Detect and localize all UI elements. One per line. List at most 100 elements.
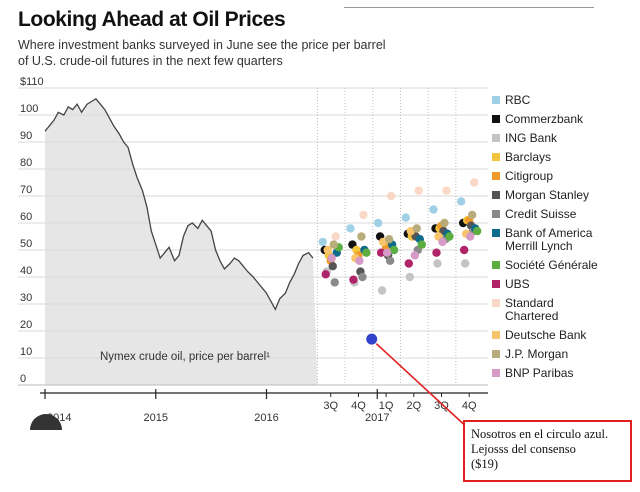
y-tick-label-80: 80 — [20, 157, 32, 169]
legend-item: J.P. Morgan — [492, 348, 637, 361]
y-tick-label-20: 20 — [20, 319, 32, 331]
forecast-dot-9-4 — [432, 248, 441, 257]
forecast-dot-13-5 — [465, 232, 475, 241]
legend-label: Bank of America Merrill Lynch — [505, 226, 593, 253]
legend-label: RBC — [505, 93, 531, 107]
legend-item: UBS — [492, 278, 637, 291]
annotation-line-2: Lejosss del consenso — [471, 442, 576, 456]
annotation-box: Nosotros en el circulo azul. Lejosss del… — [463, 420, 632, 482]
forecast-dot-6-2 — [385, 256, 395, 265]
annotation-connector — [375, 342, 471, 431]
forecast-dot-0-3 — [401, 213, 410, 222]
forecast-dot-12-2 — [384, 235, 394, 244]
forecast-dot-8-1 — [362, 248, 371, 257]
legend-swatch — [492, 191, 500, 199]
forecast-dot-13-2 — [382, 248, 392, 257]
forecast-dot-8-2 — [389, 245, 399, 255]
legend-label: BNP Paribas — [505, 366, 574, 380]
corner-badge — [30, 414, 62, 430]
forecast-dot-0-1 — [346, 224, 355, 233]
legend-swatch — [492, 172, 500, 180]
forecast-dot-13-3 — [410, 251, 419, 260]
forecast-dot-12-0 — [329, 240, 338, 249]
legend-swatch — [492, 369, 500, 377]
forecast-dot-2-5 — [460, 259, 470, 268]
x-year-label-2016: 2016 — [254, 412, 278, 424]
legend-item: Commerzbank — [492, 113, 637, 126]
history-label: Nymex crude oil, price per barrel¹ — [100, 351, 270, 363]
history-area — [45, 98, 318, 386]
x-quarter-label-0: 3Q — [323, 400, 338, 412]
legend-label: J.P. Morgan — [505, 347, 569, 361]
legend-swatch — [492, 229, 500, 237]
legend-item: Standard Chartered — [492, 297, 637, 323]
legend-item: Morgan Stanley — [492, 189, 637, 202]
forecast-dot-10-3 — [414, 186, 423, 195]
annotation-line-1: Nosotros en el circulo azul. — [471, 427, 609, 441]
forecast-dot-10-5 — [469, 178, 479, 187]
legend-label: Standard Chartered — [505, 296, 559, 323]
legend-label: Citigroup — [505, 169, 554, 183]
legend-label: ING Bank — [505, 131, 558, 145]
forecast-dot-6-0 — [330, 278, 339, 287]
forecast-dot-9-0 — [321, 270, 330, 279]
y-tick-label-90: 90 — [20, 130, 32, 142]
forecast-dot-9-1 — [349, 275, 358, 284]
forecast-dot-9-3 — [404, 259, 413, 268]
forecast-dot-8-3 — [417, 240, 426, 249]
forecast-dot-12-4 — [440, 218, 449, 228]
y-tick-label-60: 60 — [20, 211, 32, 223]
forecast-dot-2-2 — [377, 286, 387, 295]
legend-item: Credit Suisse — [492, 208, 637, 221]
legend-label: Morgan Stanley — [505, 188, 590, 202]
forecast-dot-0-5 — [456, 197, 466, 206]
legend-item: Barclays — [492, 151, 637, 164]
y-tick-label-30: 30 — [20, 292, 32, 304]
legend-label: Société Générale — [505, 258, 598, 272]
legend-swatch — [492, 153, 500, 161]
history-line — [44, 97, 314, 311]
forecast-dot-0-0 — [318, 237, 327, 247]
legend-swatch — [492, 134, 500, 142]
legend-swatch — [492, 299, 500, 307]
forecast-dot-6-1 — [358, 272, 367, 282]
legend-swatch — [492, 261, 500, 269]
forecast-dot-11-0 — [323, 245, 332, 255]
forecast-dot-12-3 — [412, 224, 421, 233]
x-quarter-label-5: 4Q — [462, 400, 477, 412]
legend-label: UBS — [505, 277, 530, 291]
chart-legend: RBC Commerzbank ING Bank Barclays Citigroup M… — [492, 94, 637, 386]
legend-item: ING Bank — [492, 132, 637, 145]
y-tick-label-10: 10 — [20, 346, 32, 358]
legend-swatch — [492, 280, 500, 288]
x-quarter-label-3: 2Q — [406, 400, 421, 412]
x-quarter-label-1: 4Q — [351, 400, 366, 412]
legend-swatch — [492, 350, 500, 358]
forecast-dot-0-2 — [373, 218, 383, 228]
legend-item: Société Générale — [492, 259, 637, 272]
legend-item: Bank of America Merrill Lynch — [492, 227, 637, 253]
forecast-dot-12-1 — [357, 232, 366, 241]
y-tick-label-110: $110 — [20, 76, 44, 88]
annotation-line-3: ($19) — [471, 457, 499, 471]
legend-swatch — [492, 331, 500, 339]
legend-swatch — [492, 115, 500, 123]
chart-subtitle: Where investment banks surveyed in June … — [18, 37, 538, 69]
legend-label: Commerzbank — [505, 112, 584, 126]
forecast-dot-13-1 — [355, 256, 364, 265]
forecast-dot-13-0 — [327, 253, 336, 263]
forecast-dot-2-4 — [433, 259, 442, 268]
legend-swatch — [492, 210, 500, 218]
forecast-dot-8-4 — [445, 232, 454, 241]
forecast-dot-0-4 — [429, 205, 438, 214]
subtitle-line-2: of U.S. crude-oil futures in the next fe… — [18, 54, 283, 68]
forecast-dot-12-5 — [467, 210, 477, 220]
forecast-dot-8-5 — [472, 226, 482, 236]
legend-item: BNP Paribas — [492, 367, 637, 380]
forecast-dot-9-5 — [459, 245, 469, 255]
x-year-label-2017: 2017 — [365, 412, 389, 424]
forecast-dot-9-2 — [376, 248, 386, 257]
legend-item: RBC — [492, 94, 637, 107]
y-tick-label-70: 70 — [20, 184, 32, 196]
